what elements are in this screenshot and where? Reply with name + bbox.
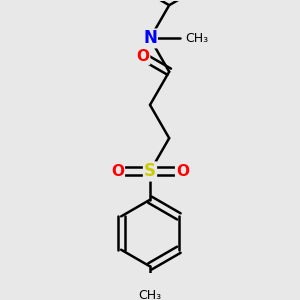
Text: N: N (143, 29, 157, 47)
Text: O: O (111, 164, 124, 179)
Text: O: O (176, 164, 189, 179)
Text: O: O (136, 49, 149, 64)
Text: CH₃: CH₃ (185, 32, 208, 45)
Text: S: S (144, 162, 156, 180)
Text: CH₃: CH₃ (138, 289, 162, 300)
